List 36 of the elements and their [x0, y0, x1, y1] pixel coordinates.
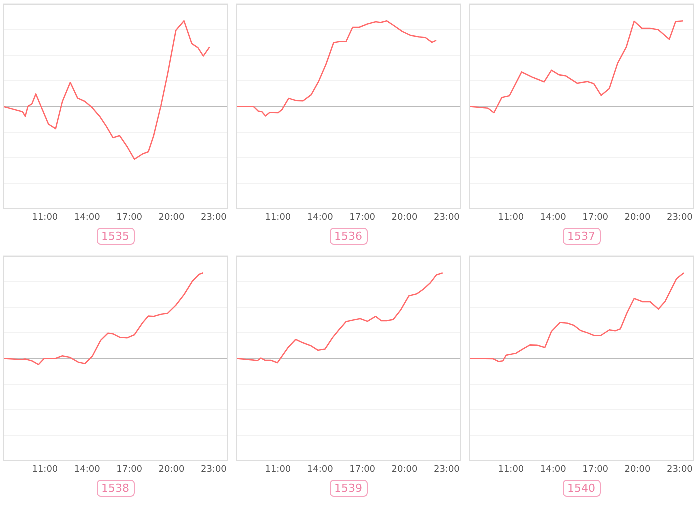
- x-tick-label: 17:00: [350, 212, 376, 223]
- text: 1540: [562, 480, 600, 497]
- x-tick-label: 11:00: [498, 212, 524, 223]
- x-tick-label: 14:00: [307, 212, 334, 223]
- x-tick-label: 23:00: [200, 212, 228, 223]
- x-tick-label: 23:00: [666, 464, 694, 475]
- x-tick-label: 14:00: [540, 212, 567, 223]
- x-tick-label: 11:00: [265, 464, 292, 475]
- x-tick-label: 14:00: [540, 464, 567, 475]
- x-tick-label: 20:00: [624, 212, 651, 223]
- x-tick-label: 17:00: [116, 212, 143, 223]
- x-tick-label: 14:00: [74, 464, 101, 475]
- x-tick-label: 14:00: [307, 464, 334, 475]
- x-tick-label: 17:00: [582, 464, 609, 475]
- x-tick-label: 20:00: [392, 212, 418, 223]
- x-tick-label: 23:00: [200, 464, 228, 475]
- x-tick-label: 11:00: [498, 464, 524, 475]
- x-tick-label: 11:00: [265, 212, 292, 223]
- text: 1537: [562, 228, 600, 245]
- x-tick-label: 17:00: [116, 464, 143, 475]
- x-tick-label: 17:00: [350, 464, 376, 475]
- x-tick-label: 20:00: [158, 464, 185, 475]
- x-tick-label: 17:00: [582, 212, 609, 223]
- x-tick-label: 11:00: [32, 212, 58, 223]
- x-tick-label: 20:00: [392, 464, 418, 475]
- x-tick-label: 11:00: [32, 464, 58, 475]
- x-tick-label: 14:00: [74, 212, 101, 223]
- x-tick-label: 23:00: [434, 212, 460, 223]
- text: 1535: [96, 228, 134, 245]
- x-tick-label: 23:00: [666, 212, 694, 223]
- x-tick-label: 23:00: [434, 464, 460, 475]
- x-tick-label: 20:00: [158, 212, 185, 223]
- text: 1538: [96, 480, 134, 497]
- text: 1536: [330, 228, 368, 245]
- x-tick-label: 20:00: [624, 464, 651, 475]
- text: 1539: [330, 480, 368, 497]
